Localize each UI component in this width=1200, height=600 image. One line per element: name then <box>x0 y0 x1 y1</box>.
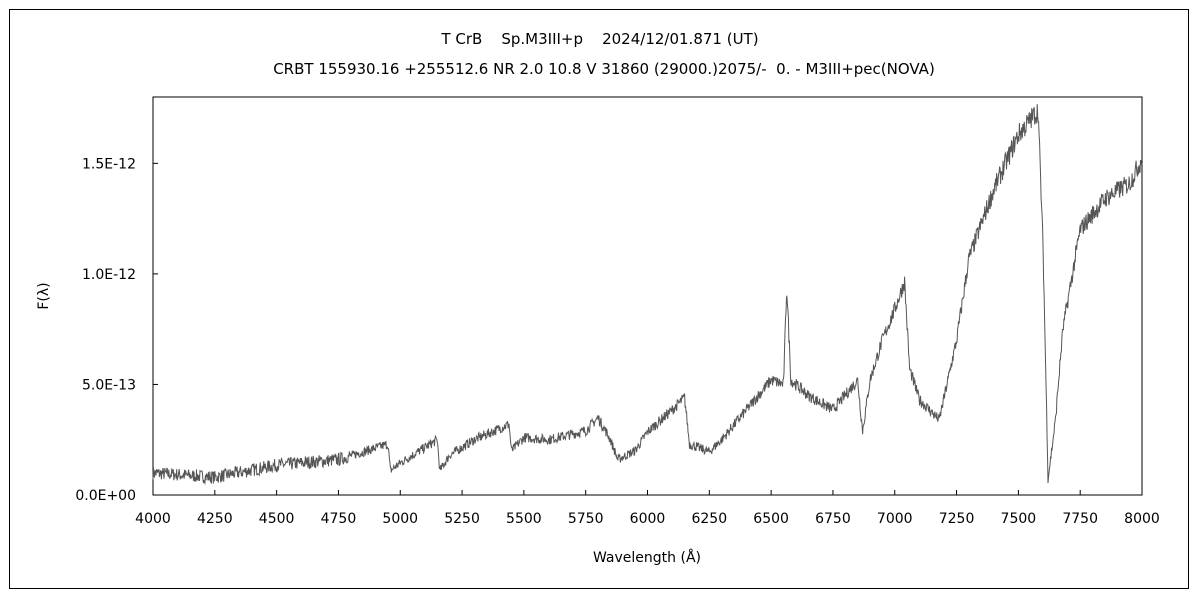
x-tick-label: 6500 <box>753 511 789 527</box>
x-tick-label: 6750 <box>815 511 851 527</box>
x-tick-label: 5250 <box>444 511 480 527</box>
x-tick-label: 7250 <box>939 511 975 527</box>
x-tick-label: 4250 <box>197 511 233 527</box>
spectrum-line <box>152 104 1143 486</box>
plot-area <box>152 96 1143 496</box>
y-tick-label: 1.5E-12 <box>82 156 136 172</box>
x-tick-label: 7750 <box>1062 511 1098 527</box>
x-tick-label: 8000 <box>1124 511 1160 527</box>
x-tick-label: 6000 <box>630 511 666 527</box>
chart-frame <box>9 9 1189 589</box>
x-tick-label: 5750 <box>568 511 604 527</box>
x-tick-label: 6250 <box>691 511 727 527</box>
x-tick-label: 4500 <box>259 511 295 527</box>
x-tick-label: 7500 <box>1001 511 1037 527</box>
x-tick-label: 5500 <box>506 511 542 527</box>
y-tick-label: 1.0E-12 <box>82 267 136 283</box>
x-tick-label: 7000 <box>877 511 913 527</box>
y-tick-label: 0.0E+00 <box>75 488 136 504</box>
chart-subtitle: CRBT 155930.16 +255512.6 NR 2.0 10.8 V 3… <box>273 60 935 78</box>
x-axis-label: Wavelength (Å) <box>593 549 701 566</box>
y-tick-label: 5.0E-13 <box>82 377 136 393</box>
chart-title: T CrB Sp.M3III+p 2024/12/01.871 (UT) <box>441 30 759 48</box>
x-tick-label: 4000 <box>135 511 171 527</box>
x-tick-label: 4750 <box>321 511 357 527</box>
x-tick-label: 5000 <box>382 511 418 527</box>
y-axis-label: F(λ) <box>36 282 52 309</box>
